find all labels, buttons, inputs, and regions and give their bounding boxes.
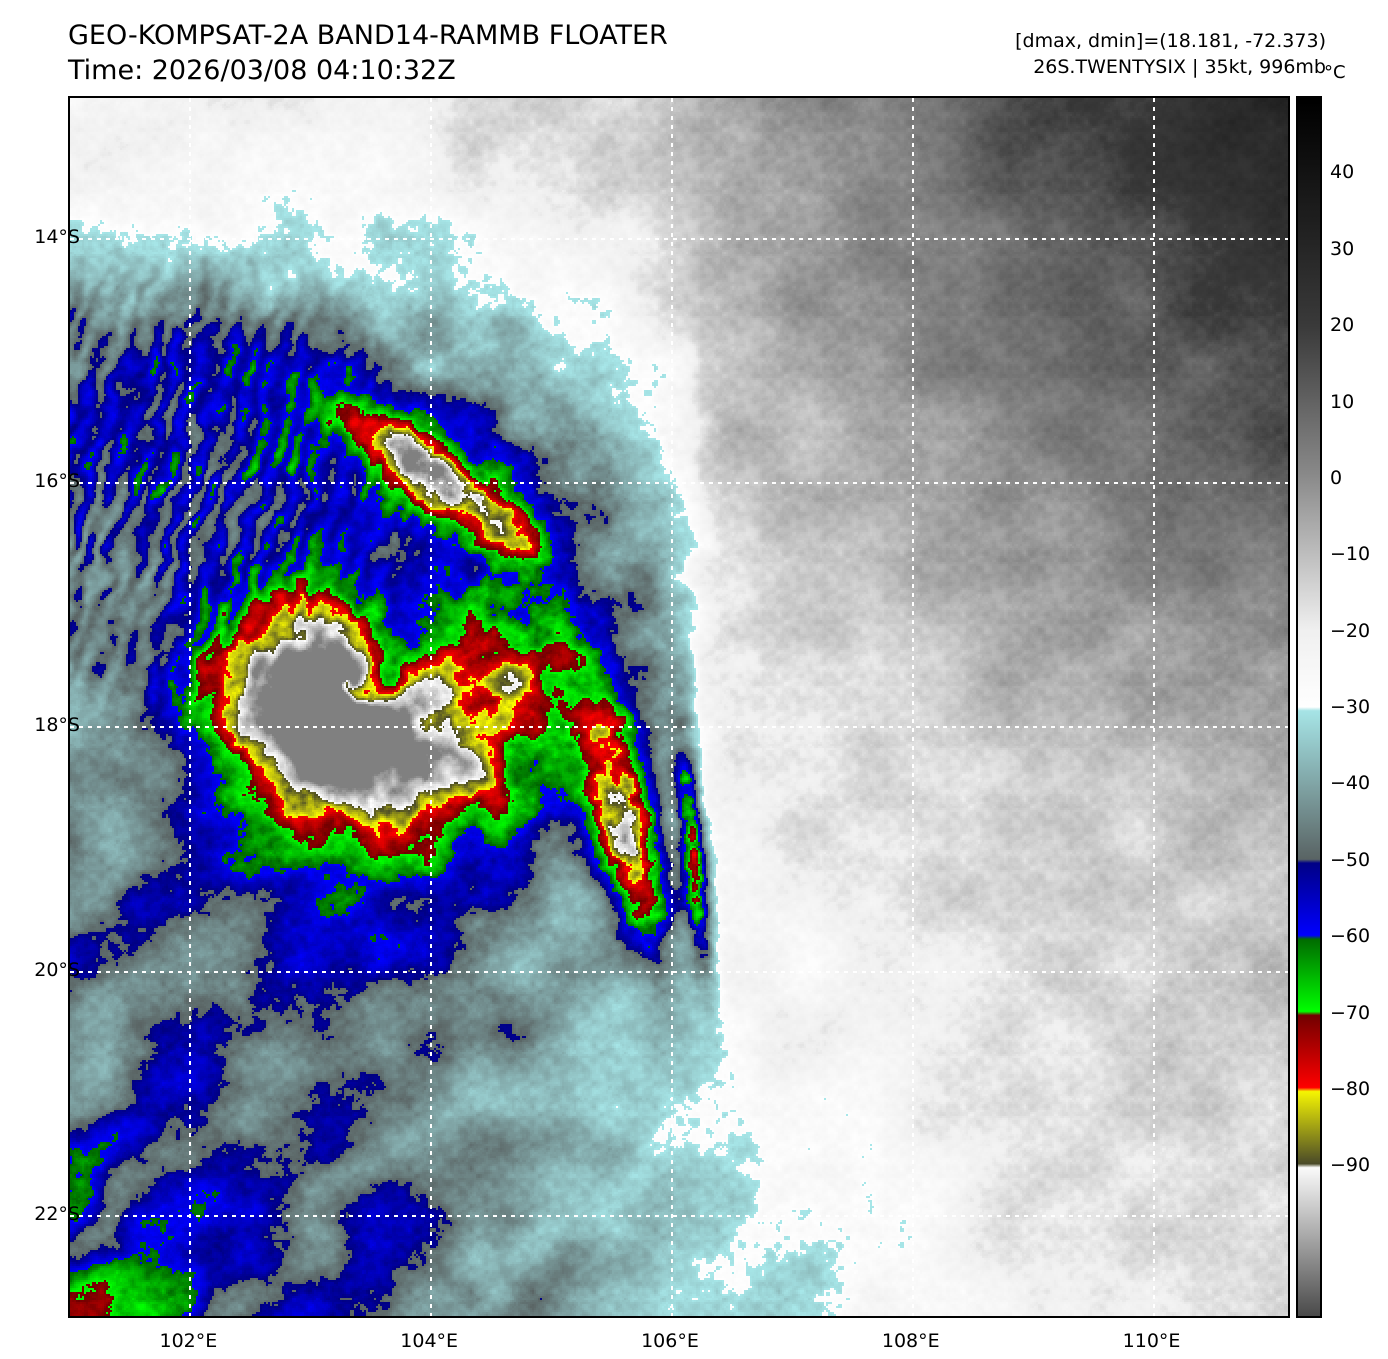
lon-tick-label: 110°E <box>1122 1330 1181 1352</box>
colorbar-gradient <box>1298 98 1320 1316</box>
colorbar-tick--20: −20 <box>1330 619 1371 642</box>
lat-tick-label: 18°S <box>34 714 80 737</box>
lon-tick-label: 106°E <box>641 1330 699 1352</box>
storm-info-label: 26S.TWENTYSIX | 35kt, 996mb <box>1033 56 1326 78</box>
header-title-block: GEO-KOMPSAT-2A BAND14-RAMMB FLOATER Time… <box>68 18 828 88</box>
lat-tick-label: 16°S <box>34 469 80 492</box>
colorbar-tick-20: 20 <box>1330 314 1355 337</box>
colorbar-tick-30: 30 <box>1330 237 1355 260</box>
colorbar-tick-0: 0 <box>1330 466 1343 489</box>
colorbar-tick--90: −90 <box>1330 1154 1371 1177</box>
infrared-satellite-canvas <box>70 98 1288 1316</box>
lon-tick-label: 108°E <box>881 1330 940 1352</box>
temperature-colorbar: 40 30 20 10 0 −10 −20 −30 −40 −50 −60 −70 −80 −90 <box>1296 96 1370 1318</box>
colorbar-tick--80: −80 <box>1330 1077 1371 1100</box>
colorbar-unit-label: °C <box>1324 62 1346 83</box>
colorbar-tick--60: −60 <box>1330 925 1371 948</box>
colorbar-bar <box>1296 96 1322 1318</box>
colorbar-tick--10: −10 <box>1330 543 1371 566</box>
header-metadata-block: [dmax, dmin]=(18.181, -72.373) 26S.TWENT… <box>1015 28 1326 80</box>
lat-tick-label: 22°S <box>34 1203 80 1226</box>
colorbar-tick-10: 10 <box>1330 390 1355 413</box>
colorbar-tick--50: −50 <box>1330 848 1371 871</box>
page-title: GEO-KOMPSAT-2A BAND14-RAMMB FLOATER <box>68 20 668 51</box>
colorbar-tick--30: −30 <box>1330 696 1371 718</box>
colorbar-tick--70: −70 <box>1330 1001 1371 1024</box>
lat-tick-label: 14°S <box>34 225 80 248</box>
lon-tick-label: 102°E <box>159 1330 218 1352</box>
colorbar-tick-40: 40 <box>1330 161 1355 184</box>
timestamp-label: Time: 2026/03/08 04:10:32Z <box>68 55 456 86</box>
colorbar-tick--40: −40 <box>1330 772 1371 795</box>
lat-tick-label: 20°S <box>34 958 80 981</box>
dminmax-label: [dmax, dmin]=(18.181, -72.373) <box>1015 30 1326 52</box>
satellite-imagery-plot: Copyright © 2020-2026 Dapiya <box>68 96 1290 1318</box>
lon-tick-label: 104°E <box>400 1330 459 1352</box>
